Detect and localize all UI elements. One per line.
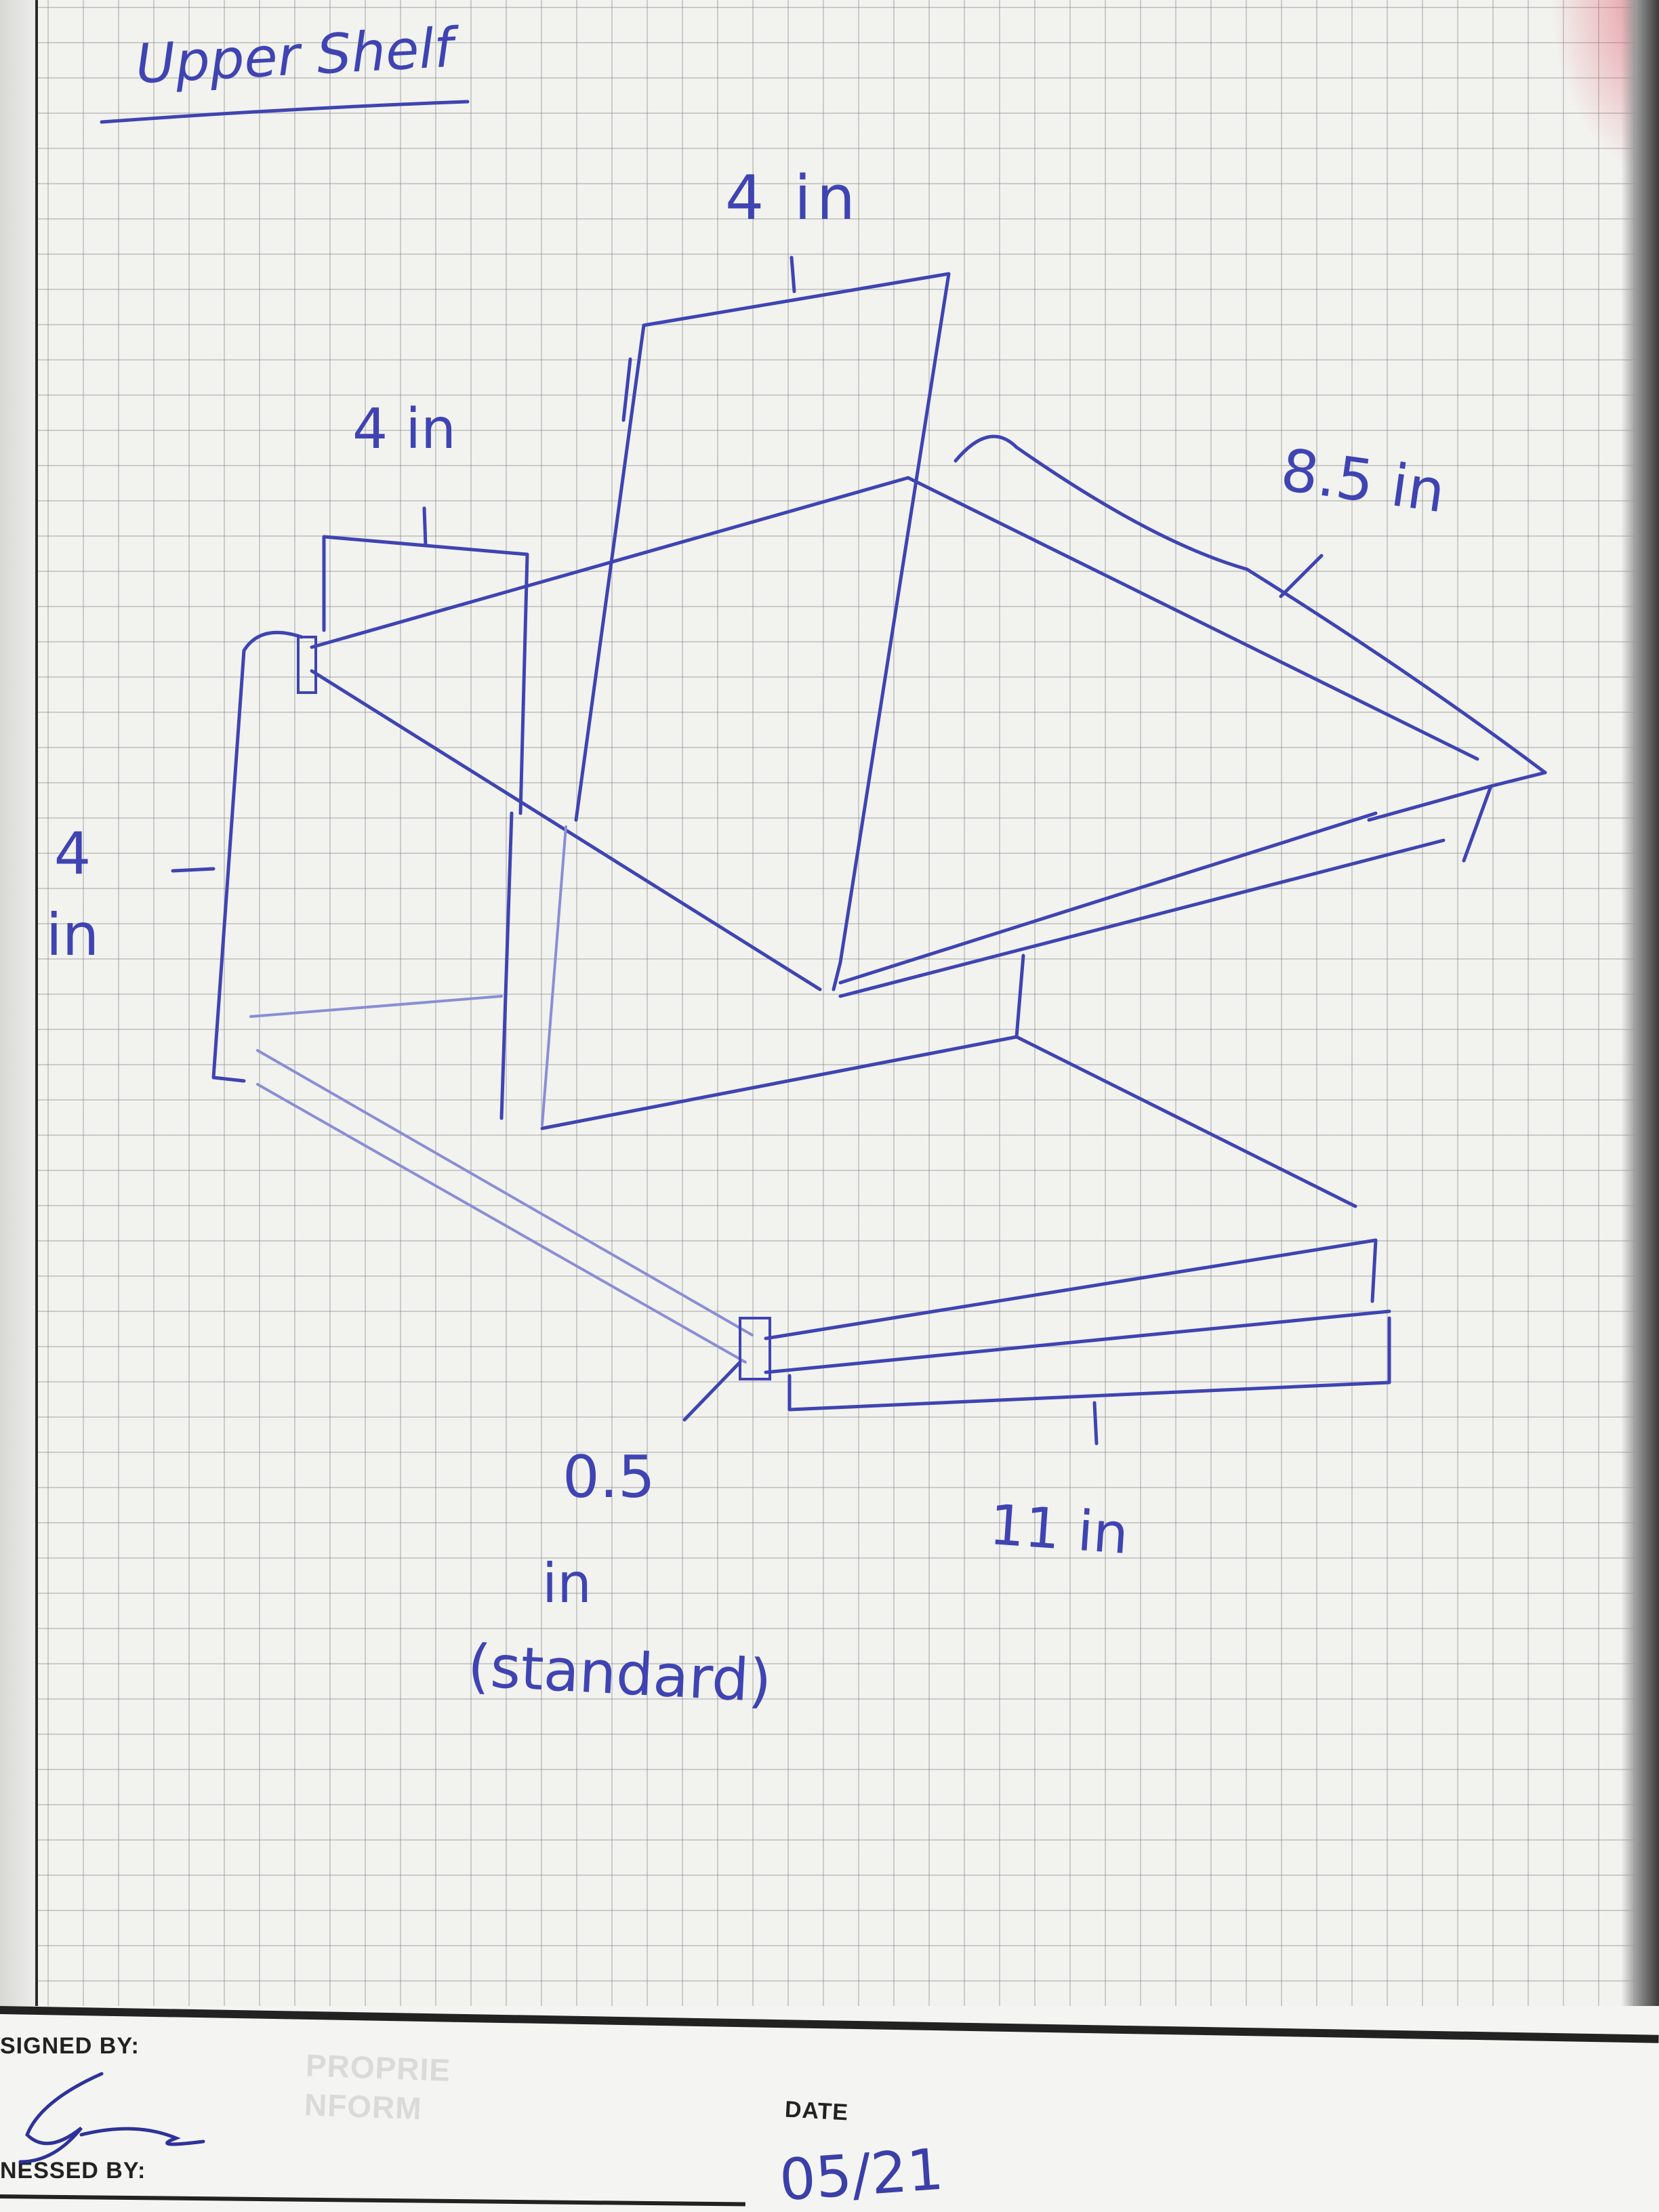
lower-shelf-left-edge-2 bbox=[258, 1084, 745, 1362]
back-panel-tick bbox=[623, 359, 630, 420]
signature-scribble bbox=[0, 2060, 230, 2169]
top-dim-tick bbox=[792, 258, 794, 291]
left-height-label: 4 in bbox=[35, 813, 110, 976]
upper-shelf-back-edge bbox=[312, 478, 908, 647]
upper-shelf-front-right bbox=[840, 813, 1376, 983]
left-height-tick bbox=[173, 869, 213, 871]
footer-signature-rule bbox=[0, 2194, 745, 2207]
signature-footer: PROPRIE NFORM SIGNED BY: NESSED BY: DATE… bbox=[0, 2006, 1659, 2212]
length-label: 11 in bbox=[987, 1493, 1130, 1567]
top-width-label: 4 in bbox=[725, 163, 861, 234]
diagonal-brace bbox=[956, 436, 1545, 773]
lower-shelf-right-edge bbox=[1017, 1037, 1355, 1206]
left-panel-width-label: 4 in bbox=[352, 397, 456, 462]
lower-front-top bbox=[766, 1240, 1376, 1338]
lower-front-bottom bbox=[790, 1318, 1389, 1410]
lower-front-mid bbox=[766, 1311, 1389, 1372]
thickness-value-label: 0.5 bbox=[562, 1443, 655, 1511]
thickness-leader bbox=[684, 1362, 740, 1420]
thickness-unit-label: in bbox=[542, 1552, 592, 1615]
lower-shelf-left-edge bbox=[258, 1050, 752, 1335]
signed-by-label: SIGNED BY: bbox=[0, 2033, 140, 2060]
lower-joint bbox=[740, 1318, 770, 1379]
mid-front-edge bbox=[840, 840, 1443, 996]
length-dim-tick bbox=[1094, 1403, 1097, 1443]
date-value: 05/21 bbox=[777, 2136, 945, 2212]
proprietary-watermark: PROPRIE NFORM bbox=[304, 2045, 451, 2129]
back-panel bbox=[644, 274, 949, 989]
date-label: DATE bbox=[784, 2097, 849, 2127]
footer-top-rule bbox=[0, 2006, 1659, 2043]
upper-shelf-right-edge bbox=[908, 478, 1477, 759]
right-end-edge bbox=[1464, 786, 1491, 861]
mid-post bbox=[1017, 956, 1023, 1037]
back-panel-left-edge bbox=[576, 325, 644, 820]
lower-shelf-post-2 bbox=[542, 827, 566, 1125]
lower-shelf-left-back bbox=[251, 996, 501, 1017]
lower-right-post bbox=[1372, 1240, 1376, 1301]
title-underline bbox=[102, 102, 468, 122]
diagonal-dim-tick bbox=[1281, 556, 1322, 596]
left-dim-tick bbox=[424, 508, 426, 546]
lower-shelf-back bbox=[542, 1037, 1017, 1128]
left-panel bbox=[324, 537, 527, 813]
right-end bbox=[1369, 773, 1545, 820]
lower-shelf-left-post bbox=[501, 813, 512, 1118]
